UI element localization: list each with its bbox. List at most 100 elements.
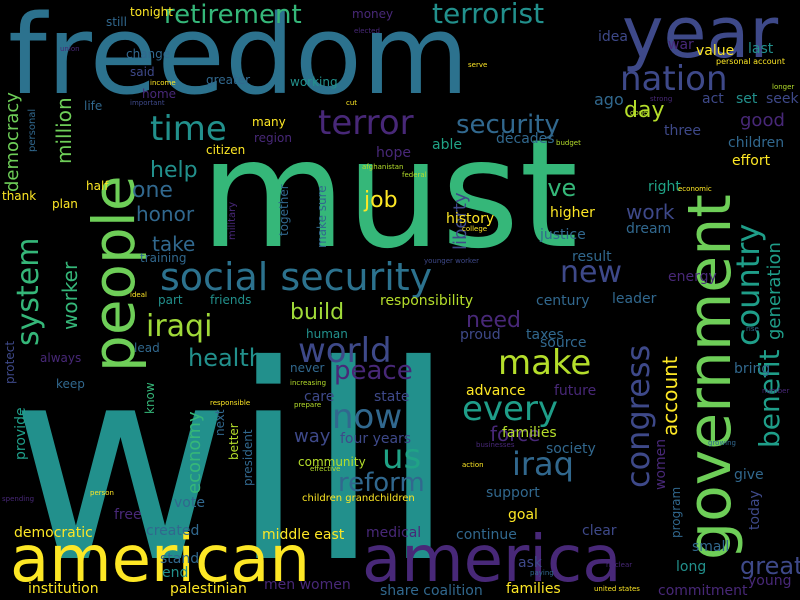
cloud-word: many (252, 115, 286, 129)
cloud-word: human (306, 327, 348, 341)
cloud-word: way (294, 426, 331, 447)
cloud-word: said (130, 65, 155, 79)
cloud-word: support (486, 485, 540, 501)
cloud-word: bring (734, 361, 771, 377)
cloud-word: history (446, 211, 495, 227)
cloud-word: nuclear (606, 561, 633, 569)
cloud-word: system (11, 237, 46, 346)
cloud-word: day (624, 98, 665, 123)
cloud-word: terror (318, 103, 414, 143)
cloud-word: economy (184, 411, 205, 494)
cloud-word: palestinian (170, 581, 247, 597)
cloud-word: now (332, 397, 403, 437)
cloud-word: will (10, 307, 456, 600)
cloud-word: keep (56, 377, 85, 391)
cloud-word: every (462, 389, 559, 429)
cloud-word: future (554, 383, 597, 399)
cloud-word: iraqi (146, 309, 213, 344)
cloud-word: justice (540, 227, 586, 243)
cloud-word: plan (52, 197, 78, 211)
cloud-word: serve (468, 61, 488, 69)
cloud-word: long (676, 559, 707, 575)
cloud-word: dream (626, 221, 672, 237)
cloud-word: money (352, 7, 394, 21)
cloud-word: longer (772, 83, 795, 91)
cloud-word: home (142, 87, 177, 101)
cloud-word: us (382, 437, 422, 477)
cloud-word: higher (550, 205, 595, 221)
cloud-word: families (506, 581, 561, 597)
cloud-word: elected (354, 27, 380, 35)
cloud-word: responsible (210, 399, 251, 407)
cloud-word: know (143, 382, 157, 414)
cloud-word: good (740, 110, 785, 131)
cloud-word: account (658, 356, 682, 436)
cloud-word: democracy (2, 92, 23, 192)
cloud-word: energy (668, 269, 717, 285)
cloud-word: free (114, 507, 142, 523)
cloud-word: middle east (262, 527, 345, 543)
cloud-word: greater (206, 73, 251, 87)
cloud-word: hope (376, 145, 411, 161)
cloud-word: medical (366, 525, 422, 541)
cloud-word: children (728, 135, 785, 151)
cloud-word: make (498, 343, 592, 383)
cloud-word: american (10, 523, 310, 597)
cloud-word: lead (134, 341, 160, 355)
cloud-word: thank (2, 189, 37, 203)
cloud-word: ideal (130, 291, 147, 299)
cloud-word: freedom (8, 0, 470, 119)
cloud-word: paying (530, 569, 554, 577)
cloud-word: generation (764, 242, 785, 340)
cloud-word: time (150, 109, 227, 149)
cloud-word: give (734, 467, 764, 483)
cloud-word: community (298, 455, 366, 469)
cloud-word: person (90, 489, 114, 497)
cloud-word: training (140, 251, 187, 265)
cloud-word: families (502, 425, 557, 441)
cloud-word: change (126, 47, 171, 61)
cloud-word: need (466, 308, 521, 333)
cloud-word: strong (650, 95, 673, 103)
cloud-word: job (364, 188, 398, 213)
cloud-word: effort (732, 153, 771, 169)
cloud-word: source (540, 335, 587, 351)
cloud-word: action (462, 461, 484, 469)
cloud-word: social security (160, 255, 433, 299)
cloud-word: always (40, 351, 82, 365)
cloud-word: taxes (526, 327, 564, 343)
cloud-word: women (653, 438, 669, 490)
cloud-word: number (762, 387, 790, 395)
cloud-word: institution (28, 581, 99, 597)
cloud-word: today (747, 490, 763, 530)
cloud-word: goal (508, 507, 538, 523)
cloud-word: cut (346, 99, 358, 107)
cloud-word: force (490, 422, 541, 446)
cloud-word: share coalition (380, 583, 483, 599)
cloud-word: idea (598, 29, 628, 45)
cloud-word: congress (619, 344, 657, 488)
cloud-word: region (254, 131, 292, 145)
cloud-word: budget (556, 139, 581, 147)
cloud-word: society (546, 441, 596, 457)
cloud-word: businesses (476, 441, 515, 449)
cloud-word: health (188, 344, 264, 372)
cloud-word: responsibility (380, 293, 474, 309)
cloud-word: children grandchildren (302, 493, 415, 504)
cloud-word: help (150, 158, 198, 183)
cloud-word: continue (456, 527, 517, 543)
cloud-word: retirement (164, 0, 302, 30)
cloud-word: three (664, 123, 702, 139)
cloud-word: president (241, 429, 255, 486)
cloud-word: one (132, 178, 173, 203)
cloud-word: important (130, 99, 165, 107)
cloud-word: leader (612, 291, 657, 307)
cloud-word: vote (174, 495, 205, 511)
cloud-word: better (227, 423, 241, 460)
cloud-word: million (52, 97, 76, 164)
cloud-word: prepare (294, 401, 322, 409)
cloud-word: new (560, 255, 623, 290)
cloud-word: never (290, 361, 325, 375)
cloud-word: ask (518, 555, 542, 571)
cloud-word: democratic (14, 525, 93, 541)
